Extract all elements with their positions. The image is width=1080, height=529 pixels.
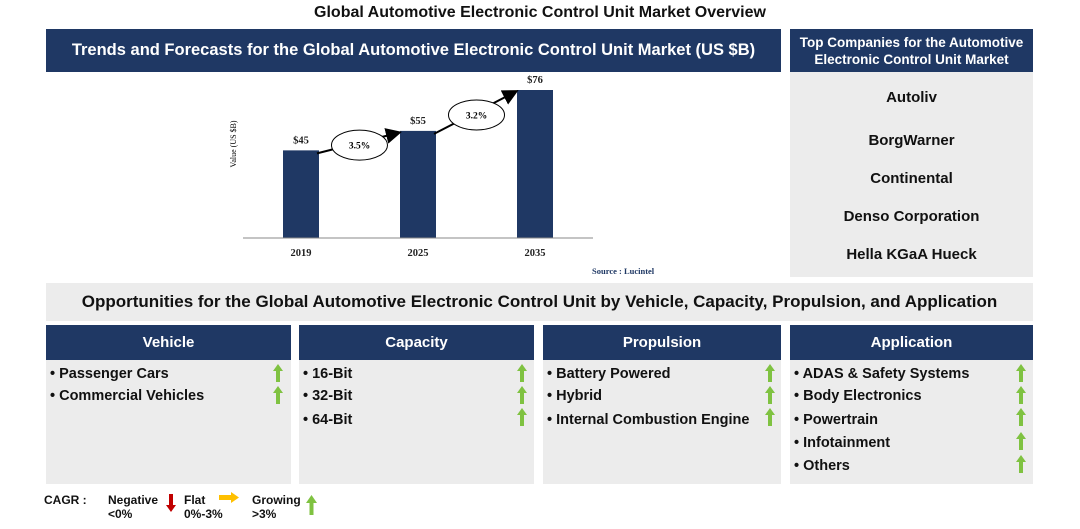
growing-arrow-icon <box>765 408 775 426</box>
segment-item: • Infotainment <box>794 435 891 451</box>
legend-flat-range: 0%-3% <box>184 507 223 521</box>
segment-header-capacity: Capacity <box>299 325 534 360</box>
growing-arrow-icon <box>1016 386 1026 404</box>
chart-header: Trends and Forecasts for the Global Auto… <box>46 29 781 72</box>
segment-item: • Battery Powered <box>547 366 671 382</box>
bar-value-label: $76 <box>527 75 543 86</box>
bar-chart: Value (US $B) $45 2019 $55 2025 $76 2035 3.5%… <box>229 75 655 276</box>
legend-growing: Growing >3% <box>252 493 301 521</box>
companies-panel: Autoliv BorgWarner Continental Denso Cor… <box>790 72 1033 277</box>
company-item: Autoliv <box>886 89 937 106</box>
company-item: BorgWarner <box>868 132 955 149</box>
legend-cagr-label: CAGR : <box>44 493 87 507</box>
segment-item: • Body Electronics <box>794 388 922 404</box>
segment-panel-vehicle: • Passenger Cars • Commercial Vehicles <box>46 360 291 484</box>
segment-item: • Others <box>794 458 850 474</box>
segment-item: • Passenger Cars <box>50 366 169 382</box>
bar-2025 <box>400 130 436 238</box>
growing-arrow-icon <box>273 364 283 382</box>
segment-item: • ADAS & Safety Systems <box>794 366 970 382</box>
cagr-ellipse <box>448 99 505 131</box>
segment-header-vehicle: Vehicle <box>46 325 291 360</box>
growing-arrow-icon <box>517 386 527 404</box>
cagr-ellipse <box>331 129 388 161</box>
legend-flat-label: Flat <box>184 493 206 507</box>
segment-panel-application: • ADAS & Safety Systems • Body Electroni… <box>790 360 1033 484</box>
segment-item: • Powertrain <box>794 412 879 428</box>
legend-growing-range: >3% <box>252 507 277 521</box>
y-axis-label: Value (US $B) <box>229 120 238 167</box>
chart-source: Source : Lucintel <box>592 266 655 276</box>
cagr-label: 3.5% <box>349 142 370 152</box>
segment-header-propulsion: Propulsion <box>543 325 781 360</box>
growing-arrow-icon <box>306 495 317 515</box>
growing-arrow-icon <box>517 364 527 382</box>
bar-2035 <box>517 90 553 238</box>
segment-panel-capacity: • 16-Bit • 32-Bit • 64-Bit <box>299 360 534 484</box>
segment-header-application: Application <box>790 325 1033 360</box>
growing-arrow-icon <box>1016 408 1026 426</box>
growing-arrow-icon <box>1016 432 1026 450</box>
segment-item: • Commercial Vehicles <box>50 388 205 404</box>
segment-item: • 32-Bit <box>303 388 353 404</box>
segment-panel-propulsion: • Battery Powered • Hybrid • Internal Co… <box>543 360 781 484</box>
bar-value-label: $55 <box>410 116 426 127</box>
legend-negative-label: Negative <box>108 493 159 507</box>
opportunities-header: Opportunities for the Global Automotive … <box>46 283 1033 321</box>
cagr-label: 3.2% <box>466 111 487 121</box>
growing-arrow-icon <box>1016 455 1026 473</box>
growing-arrow-icon <box>765 364 775 382</box>
legend-growing-label: Growing <box>252 493 301 507</box>
flat-arrow-icon <box>219 492 239 503</box>
bar-2019 <box>283 150 319 238</box>
x-tick-label: 2035 <box>525 248 546 259</box>
growing-arrow-icon <box>1016 364 1026 382</box>
company-item: Denso Corporation <box>843 208 980 225</box>
x-tick-label: 2025 <box>408 248 429 259</box>
segment-item: • 64-Bit <box>303 412 353 428</box>
segment-item: • Hybrid <box>547 388 603 404</box>
growing-arrow-icon <box>765 386 775 404</box>
page-title: Global Automotive Electronic Control Uni… <box>314 4 766 21</box>
negative-arrow-icon <box>166 494 176 512</box>
growing-arrow-icon <box>273 386 283 404</box>
legend-negative-range: <0% <box>108 507 133 521</box>
company-item: Hella KGaA Hueck <box>846 246 977 263</box>
segment-item: • Internal Combustion Engine <box>547 412 750 428</box>
company-item: Continental <box>870 170 953 187</box>
legend-flat: Flat 0%-3% <box>184 493 223 521</box>
x-tick-label: 2019 <box>291 248 312 259</box>
companies-header: Top Companies for the Automotive Electro… <box>790 29 1033 72</box>
segment-item: • 16-Bit <box>303 366 353 382</box>
bar-value-label: $45 <box>293 135 309 146</box>
legend-negative: Negative <0% <box>108 493 158 521</box>
growing-arrow-icon <box>517 408 527 426</box>
